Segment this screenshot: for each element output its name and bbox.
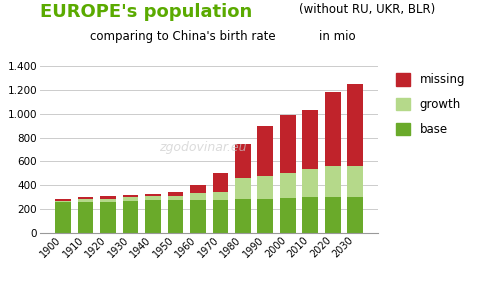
Text: zgodovinar.eu: zgodovinar.eu (159, 141, 246, 154)
Bar (168, 200, 183, 233)
Legend: missing, growth, base: missing, growth, base (391, 69, 470, 141)
Bar (325, 197, 341, 233)
Bar (145, 200, 161, 233)
Bar (213, 173, 228, 192)
Bar (348, 84, 363, 166)
Bar (55, 201, 71, 202)
Bar (100, 202, 116, 233)
Bar (190, 185, 206, 193)
Bar (235, 178, 250, 199)
Bar (168, 196, 183, 200)
Bar (213, 192, 228, 200)
Bar (100, 199, 116, 202)
Text: comparing to China's birth rate: comparing to China's birth rate (90, 30, 275, 43)
Bar (257, 176, 273, 199)
Bar (348, 197, 363, 233)
Bar (213, 200, 228, 233)
Bar (123, 201, 138, 233)
Bar (235, 199, 250, 233)
Bar (348, 166, 363, 197)
Bar (280, 115, 296, 173)
Bar (123, 195, 138, 197)
Bar (78, 197, 94, 199)
Bar (280, 173, 296, 198)
Text: (without RU, UKR, BLR): (without RU, UKR, BLR) (299, 3, 435, 16)
Bar (168, 192, 183, 196)
Bar (257, 199, 273, 233)
Bar (190, 200, 206, 233)
Bar (78, 202, 94, 233)
Bar (302, 110, 318, 169)
Text: EUROPE's population: EUROPE's population (40, 3, 252, 21)
Bar (55, 202, 71, 233)
Bar (78, 199, 94, 202)
Bar (190, 193, 206, 200)
Bar (325, 92, 341, 166)
Bar (55, 199, 71, 201)
Bar (235, 144, 250, 178)
Bar (100, 196, 116, 199)
Bar (123, 197, 138, 201)
Text: in mio: in mio (319, 30, 356, 43)
Bar (145, 196, 161, 200)
Bar (257, 126, 273, 176)
Bar (302, 169, 318, 197)
Bar (302, 197, 318, 233)
Bar (325, 166, 341, 197)
Bar (145, 194, 161, 196)
Bar (280, 198, 296, 233)
